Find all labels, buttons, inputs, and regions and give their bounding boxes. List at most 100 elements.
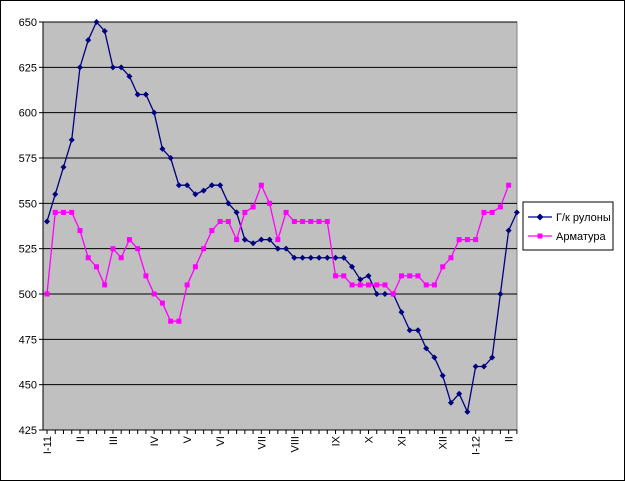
data-point xyxy=(192,191,199,198)
data-point xyxy=(93,19,100,25)
data-point xyxy=(274,245,281,252)
data-point xyxy=(135,246,141,252)
data-point xyxy=(456,390,463,397)
data-point xyxy=(175,182,182,189)
data-point xyxy=(217,218,223,224)
legend-item-series-1: Г/к рулоны xyxy=(528,212,611,224)
data-point xyxy=(109,64,116,71)
data-point xyxy=(250,240,257,247)
data-point xyxy=(406,327,413,334)
x-tick-label: I-12 xyxy=(471,436,483,455)
data-point xyxy=(414,327,421,334)
x-tick-label: XI xyxy=(396,436,408,446)
data-point xyxy=(324,254,331,261)
data-point xyxy=(291,254,298,261)
y-tick-label: 650 xyxy=(19,17,37,29)
data-point xyxy=(447,399,454,406)
x-tick-label: X xyxy=(363,435,375,443)
data-point xyxy=(365,272,372,279)
data-point xyxy=(143,273,149,279)
data-point xyxy=(308,218,314,224)
y-axis: 425 450 475 500 525 550 575 600 625 650 xyxy=(19,17,44,437)
data-point xyxy=(101,28,108,35)
data-point xyxy=(464,237,470,243)
x-tick-label: II xyxy=(504,436,516,442)
legend-marker-series-1 xyxy=(536,213,544,221)
series-2 xyxy=(44,182,512,324)
data-point xyxy=(349,282,355,288)
data-point xyxy=(142,91,149,98)
data-point xyxy=(44,218,50,225)
data-point xyxy=(167,155,174,161)
data-point xyxy=(464,408,471,415)
data-point xyxy=(250,204,256,210)
legend-label-series-1: Г/к рулоны xyxy=(556,212,611,224)
data-point xyxy=(423,345,430,352)
data-point xyxy=(159,300,165,306)
legend-box xyxy=(522,201,614,251)
data-point xyxy=(291,218,297,224)
data-point xyxy=(316,218,322,224)
data-point xyxy=(431,354,438,361)
data-point xyxy=(234,237,240,243)
data-point xyxy=(423,282,429,288)
plot-area xyxy=(42,21,518,431)
data-point xyxy=(168,318,174,324)
y-tick-label: 425 xyxy=(19,425,37,437)
data-point xyxy=(481,209,487,215)
data-point xyxy=(209,228,215,234)
x-tick-label: III xyxy=(108,436,120,445)
x-tick-label: XII xyxy=(438,436,450,449)
data-point xyxy=(93,264,99,270)
data-point xyxy=(241,236,248,243)
data-point xyxy=(472,363,479,370)
data-point xyxy=(448,255,454,261)
data-point xyxy=(76,64,83,71)
data-point xyxy=(184,182,191,189)
data-point xyxy=(134,91,141,98)
y-tick-label: 525 xyxy=(19,244,37,256)
data-point xyxy=(365,282,371,288)
data-point xyxy=(267,200,273,206)
data-point xyxy=(208,182,215,189)
data-point xyxy=(340,254,347,261)
data-point xyxy=(69,209,75,215)
data-point xyxy=(324,218,330,224)
data-point xyxy=(390,291,396,297)
y-tick-label: 450 xyxy=(19,380,37,392)
data-point xyxy=(184,282,190,288)
data-point xyxy=(415,273,421,279)
y-tick-label: 475 xyxy=(19,334,37,346)
legend-label-series-2: Арматура xyxy=(556,231,607,243)
data-point xyxy=(110,246,116,252)
data-point xyxy=(217,182,224,189)
data-point xyxy=(381,291,388,297)
data-point xyxy=(68,136,75,143)
data-point xyxy=(398,309,405,316)
data-point xyxy=(357,282,363,288)
y-tick-label: 550 xyxy=(19,198,37,210)
data-point xyxy=(102,282,108,288)
data-point xyxy=(332,254,339,261)
data-point xyxy=(44,291,50,297)
data-point xyxy=(373,291,380,297)
x-tick-label: IX xyxy=(331,435,343,446)
data-point xyxy=(307,254,314,261)
data-point xyxy=(283,209,289,215)
data-point xyxy=(349,263,356,270)
y-tick-label: 500 xyxy=(19,289,37,301)
data-point xyxy=(60,209,66,215)
data-point xyxy=(473,237,479,243)
data-point xyxy=(60,164,67,171)
data-point xyxy=(151,109,158,116)
data-point xyxy=(52,209,58,215)
data-point xyxy=(118,255,124,261)
data-point xyxy=(357,276,364,283)
data-point xyxy=(316,254,323,261)
data-point xyxy=(480,363,487,370)
data-point xyxy=(398,273,404,279)
data-point xyxy=(85,37,92,44)
data-point xyxy=(201,246,207,252)
data-point xyxy=(77,228,83,234)
y-tick-label: 600 xyxy=(19,108,37,120)
